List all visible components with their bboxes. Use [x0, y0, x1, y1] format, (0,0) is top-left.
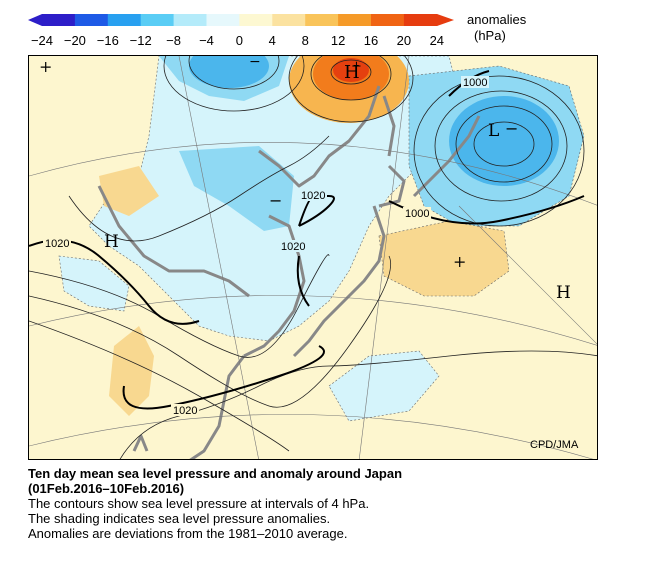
isobar-label: 1000	[405, 208, 429, 220]
caption-period: (01Feb.2016–10Feb.2016)	[28, 481, 185, 496]
high-pressure-center-east: H	[556, 283, 571, 303]
positive-anomaly-china-west	[99, 166, 159, 216]
colorbar-swatch	[403, 14, 438, 26]
colorbar-right-arrow	[437, 14, 454, 26]
negative-anomaly-central	[179, 146, 294, 231]
colorbar-swatch	[371, 14, 405, 26]
anomaly-colorbar: −24 −20 −16 −12 −8 −4 0 4 8 12 16 20 24 anomalies (h…	[28, 12, 527, 48]
colorbar-swatch	[272, 14, 306, 26]
colorbar-tick-label: 0	[236, 33, 243, 48]
colorbar-tick-label: 20	[397, 33, 411, 48]
map-credit: CPD/JMA	[530, 439, 579, 451]
pressure-anomaly-map: 1000 1000 1020 1020 1020 1020 H H H L + …	[28, 55, 598, 460]
graticule	[29, 56, 597, 459]
colorbar-title-line1: anomalies	[467, 12, 527, 27]
caption-title: Ten day mean sea level pressure and anom…	[28, 466, 403, 481]
pressure-labels: 1000 1000 1020 1020 1020 1020	[43, 76, 489, 417]
colorbar-tick-label: 4	[269, 33, 276, 48]
isobars	[29, 56, 597, 459]
isobar-label: 1020	[281, 241, 305, 253]
colorbar-swatch	[173, 14, 207, 26]
negative-anomaly-south	[328, 350, 440, 422]
colorbar-tick-label: −12	[130, 33, 152, 48]
colorbar-tick-label: −8	[166, 33, 181, 48]
colorbar-swatch	[42, 14, 76, 26]
colorbar-tick-labels: −24 −20 −16 −12 −8 −4 0 4 8 12 16 20 24	[31, 33, 444, 48]
negative-anomaly-marker: −	[249, 56, 261, 70]
low-pressure-center: L	[488, 121, 499, 141]
positive-anomaly-north-max	[333, 58, 369, 82]
colorbar-swatch	[107, 14, 142, 26]
negative-anomaly-marker: −	[269, 191, 282, 210]
colorbar-tick-label: −16	[97, 33, 119, 48]
colorbar-swatch	[74, 14, 109, 26]
colorbar-title-line2: (hPa)	[474, 28, 506, 43]
positive-anomaly-marker: +	[453, 252, 466, 271]
colorbar-tick-label: −24	[31, 33, 53, 48]
coastline-japan-hokkaido	[378, 164, 406, 208]
caption-line: The contours show sea level pressure at …	[28, 496, 370, 511]
coastline-china-east	[189, 355, 246, 459]
high-pressure-center-west: H	[104, 232, 119, 252]
isobar-label: 1000	[463, 77, 487, 89]
coastline-korea	[243, 214, 306, 358]
colorbar-swatch	[140, 14, 175, 26]
colorbar-tick-label: 24	[430, 33, 444, 48]
colorbar-tick-label: 16	[364, 33, 378, 48]
colorbar-tick-label: −20	[64, 33, 86, 48]
high-pressure-center-north: H	[344, 62, 360, 83]
coastline-bohai	[97, 185, 250, 298]
colorbar-left-arrow	[28, 14, 42, 26]
negative-anomaly-core-northwest	[189, 56, 269, 88]
colorbar-tick-label: 12	[331, 33, 345, 48]
negative-anomaly-region-west	[58, 255, 130, 312]
colorbar-swatch	[338, 14, 372, 26]
coastline-taiwan	[132, 434, 149, 452]
colorbar-swatch	[239, 14, 273, 26]
negative-anomaly-marker: −	[505, 119, 518, 138]
coastline-japan-honshu	[292, 205, 386, 358]
isobar-label: 1020	[173, 405, 197, 417]
colorbar-swatch	[305, 14, 339, 26]
positive-anomaly-marker: +	[351, 59, 362, 74]
positive-anomaly-marker: +	[39, 57, 52, 76]
colorbar-swatches	[42, 14, 438, 26]
colorbar-tick-label: −4	[199, 33, 214, 48]
colorbar-swatch	[206, 14, 240, 26]
isobar-label: 1020	[301, 190, 325, 202]
colorbar-tick-label: 8	[302, 33, 309, 48]
coastline-sakhalin	[382, 95, 396, 157]
isobar-label: 1020	[45, 238, 69, 250]
positive-anomaly-china	[109, 326, 154, 416]
caption-line: The shading indicates sea level pressure…	[28, 511, 331, 526]
caption-line: Anomalies are deviations from the 1981–2…	[28, 526, 348, 541]
figure-caption: Ten day mean sea level pressure and anom…	[28, 466, 628, 541]
